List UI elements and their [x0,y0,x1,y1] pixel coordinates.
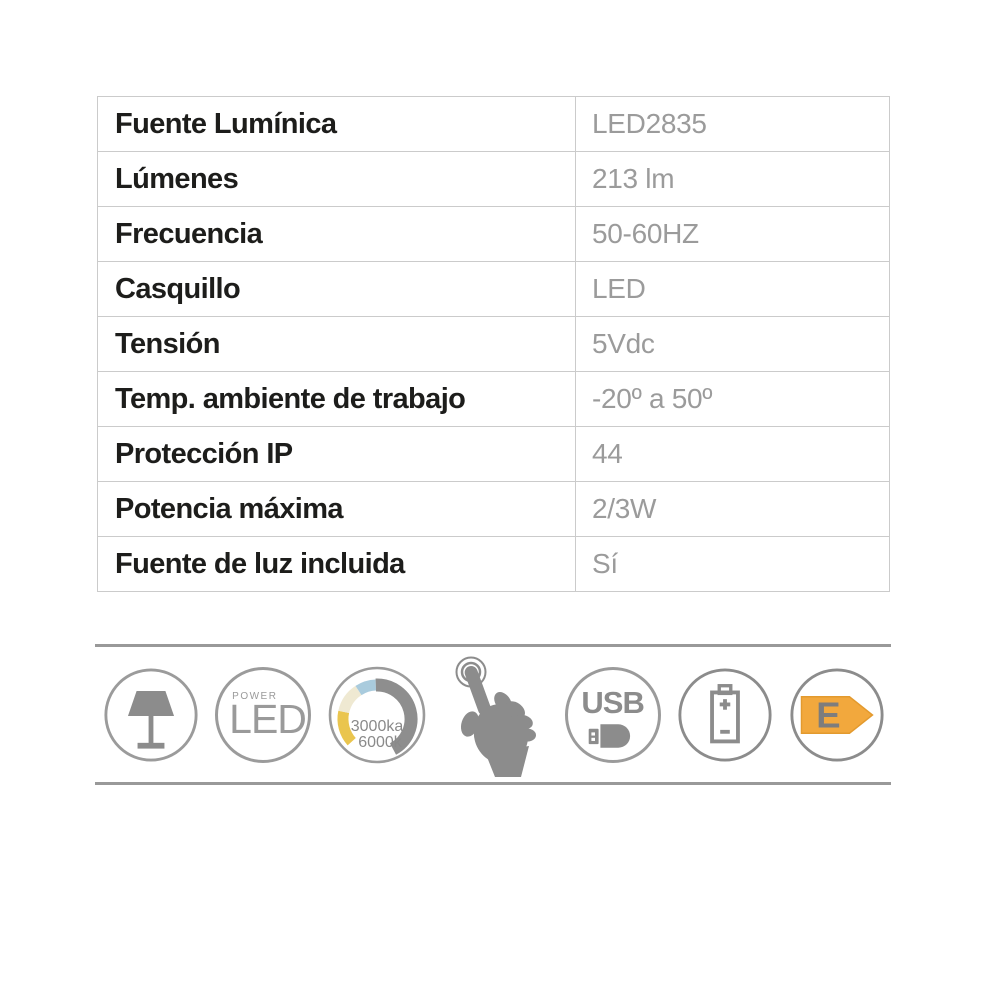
touch-gesture-svg [455,656,537,777]
usb-drive-glyph [588,723,630,748]
table-row: Tensión 5Vdc [97,316,890,372]
spec-table: Fuente Lumínica LED2835 Lúmenes 213 lm F… [97,96,890,592]
usb-circle: USB [564,666,661,763]
power-led-top-label: POWER [232,690,278,702]
spec-label: Lúmenes [97,151,576,207]
table-row: Fuente de luz incluida Sí [97,536,890,592]
table-row: Casquillo LED [97,261,890,317]
spec-table-body: Fuente Lumínica LED2835 Lúmenes 213 lm F… [97,96,890,592]
spec-label: Protección IP [97,426,576,482]
usb-icon: USB [564,666,661,763]
table-row: Lúmenes 213 lm [97,151,890,207]
battery-svg [678,667,772,762]
icon-band-top-rule [95,644,891,647]
spec-value: 50-60HZ [575,206,890,262]
spec-label: Casquillo [97,261,576,317]
table-row: Protección IP 44 [97,426,890,482]
table-row: Temp. ambiente de trabajo -20º a 50º [97,371,890,427]
color-temperature-icon: 3000ka 6000k [327,665,427,765]
icon-band: POWER LED 3000ka 6000k [97,647,891,782]
energy-class-icon: E [789,667,885,763]
table-row: Fuente Lumínica LED2835 [97,96,890,152]
spec-value: LED [575,261,890,317]
battery-icon [677,667,773,763]
spec-value: LED2835 [575,96,890,152]
spec-value: -20º a 50º [575,371,890,427]
table-row: Frecuencia 50-60HZ [97,206,890,262]
spec-label: Tensión [97,316,576,372]
table-lamp-svg [104,667,198,762]
spec-label: Frecuencia [97,206,576,262]
spec-label: Fuente Lumínica [97,96,576,152]
power-led-circle: POWER LED [215,666,312,763]
energy-class-letter: E [816,694,840,735]
spec-label: Potencia máxima [97,481,576,537]
spec-label: Temp. ambiente de trabajo [97,371,576,427]
table-lamp-icon [103,667,199,763]
spec-value: 213 lm [575,151,890,207]
color-temp-line1: 3000ka [351,718,404,735]
spec-label: Fuente de luz incluida [97,536,576,592]
color-temperature-svg: 3000ka 6000k [329,666,426,763]
table-row: Potencia máxima 2/3W [97,481,890,537]
spec-value: 5Vdc [575,316,890,372]
icon-band-bottom-rule [95,782,891,785]
power-led-icon: POWER LED [215,666,312,763]
power-led-main-label: LED [229,695,307,742]
spec-value: 44 [575,426,890,482]
spec-value: 2/3W [575,481,890,537]
spec-value: Sí [575,536,890,592]
energy-class-svg: E [790,667,884,762]
color-temp-line2: 6000k [359,734,404,751]
touch-gesture-icon [443,652,548,777]
usb-label: USB [581,684,644,720]
